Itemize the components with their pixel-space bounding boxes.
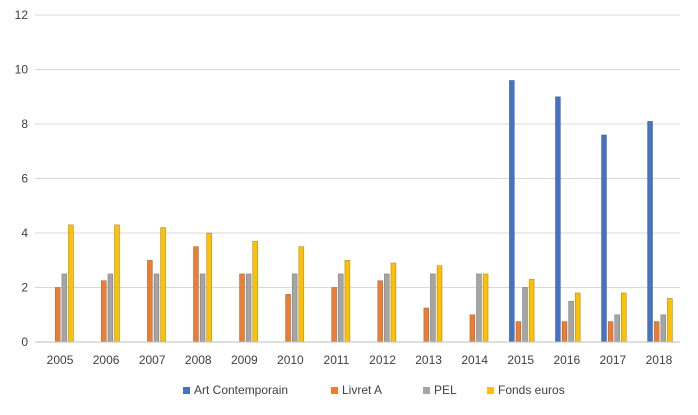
bar bbox=[331, 287, 337, 343]
bar bbox=[620, 292, 627, 343]
bar bbox=[568, 300, 574, 343]
y-tick-label: 4 bbox=[21, 226, 28, 240]
x-tick-label: 2015 bbox=[507, 353, 534, 367]
bar bbox=[436, 265, 443, 343]
bar bbox=[384, 273, 390, 343]
bar bbox=[101, 280, 107, 343]
x-tick-label: 2009 bbox=[231, 353, 258, 367]
y-tick-label: 2 bbox=[21, 281, 28, 295]
bar bbox=[390, 262, 397, 343]
legend-swatch bbox=[487, 387, 494, 394]
bar bbox=[239, 273, 245, 343]
bar bbox=[430, 273, 436, 343]
bar bbox=[423, 307, 430, 343]
bar bbox=[647, 120, 653, 343]
legend: Art Contemporain Livret A PEL Fonds euros bbox=[183, 383, 565, 397]
x-tick-label: 2005 bbox=[47, 353, 74, 367]
bar bbox=[667, 298, 673, 343]
x-axis-ticks: 2005 2006 2007 2008 2009 2010 2011 2012 2013 2014… bbox=[47, 353, 673, 367]
bar bbox=[528, 279, 535, 343]
x-tick-label: 2017 bbox=[600, 353, 627, 367]
x-tick-label: 2007 bbox=[139, 353, 166, 367]
y-tick-label: 6 bbox=[21, 172, 28, 186]
bar bbox=[147, 259, 153, 343]
x-tick-label: 2013 bbox=[415, 353, 442, 367]
bars bbox=[54, 80, 673, 343]
bar bbox=[601, 134, 607, 343]
bar bbox=[607, 321, 614, 343]
bar bbox=[252, 240, 259, 343]
legend-swatch bbox=[183, 387, 190, 394]
bar bbox=[245, 273, 252, 343]
x-tick-label: 2018 bbox=[646, 353, 673, 367]
bar bbox=[160, 227, 166, 343]
gridlines bbox=[35, 14, 680, 288]
bar bbox=[68, 224, 74, 343]
y-tick-label: 10 bbox=[15, 63, 29, 77]
bar bbox=[574, 292, 581, 343]
legend-label: PEL bbox=[434, 383, 457, 397]
bar bbox=[298, 246, 305, 343]
bar bbox=[114, 224, 120, 343]
legend-label: Art Contemporain bbox=[194, 383, 288, 397]
bar bbox=[344, 259, 351, 343]
bar bbox=[653, 321, 660, 343]
bar bbox=[509, 80, 515, 343]
bar bbox=[291, 273, 298, 343]
x-tick-label: 2006 bbox=[93, 353, 120, 367]
bar bbox=[555, 96, 561, 343]
bar bbox=[476, 273, 482, 343]
legend-label: Fonds euros bbox=[498, 383, 565, 397]
bar bbox=[337, 273, 344, 343]
bar bbox=[206, 232, 212, 343]
legend-label: Livret A bbox=[342, 383, 382, 397]
bar bbox=[107, 273, 114, 343]
x-tick-label: 2011 bbox=[324, 353, 350, 367]
x-tick-label: 2016 bbox=[553, 353, 580, 367]
bar bbox=[153, 273, 160, 343]
legend-swatch bbox=[331, 387, 338, 394]
bar bbox=[561, 321, 568, 343]
bar bbox=[61, 273, 68, 343]
legend-swatch bbox=[423, 387, 430, 394]
bar bbox=[193, 246, 199, 343]
bar bbox=[614, 314, 620, 343]
y-tick-label: 8 bbox=[21, 117, 28, 131]
x-tick-label: 2010 bbox=[277, 353, 304, 367]
bar bbox=[522, 287, 528, 343]
bar bbox=[515, 321, 522, 343]
bar bbox=[660, 314, 667, 343]
bar bbox=[54, 287, 61, 343]
bar bbox=[285, 294, 291, 343]
x-tick-label: 2012 bbox=[369, 353, 396, 367]
y-axis-ticks: 0 2 4 6 8 10 12 bbox=[15, 8, 29, 349]
bar bbox=[199, 273, 206, 343]
y-tick-label: 0 bbox=[21, 335, 28, 349]
y-tick-label: 12 bbox=[15, 8, 29, 22]
x-tick-label: 2014 bbox=[461, 353, 488, 367]
bar bbox=[482, 273, 489, 343]
bar bbox=[469, 314, 476, 343]
x-tick-label: 2008 bbox=[185, 353, 212, 367]
bar bbox=[377, 280, 384, 343]
